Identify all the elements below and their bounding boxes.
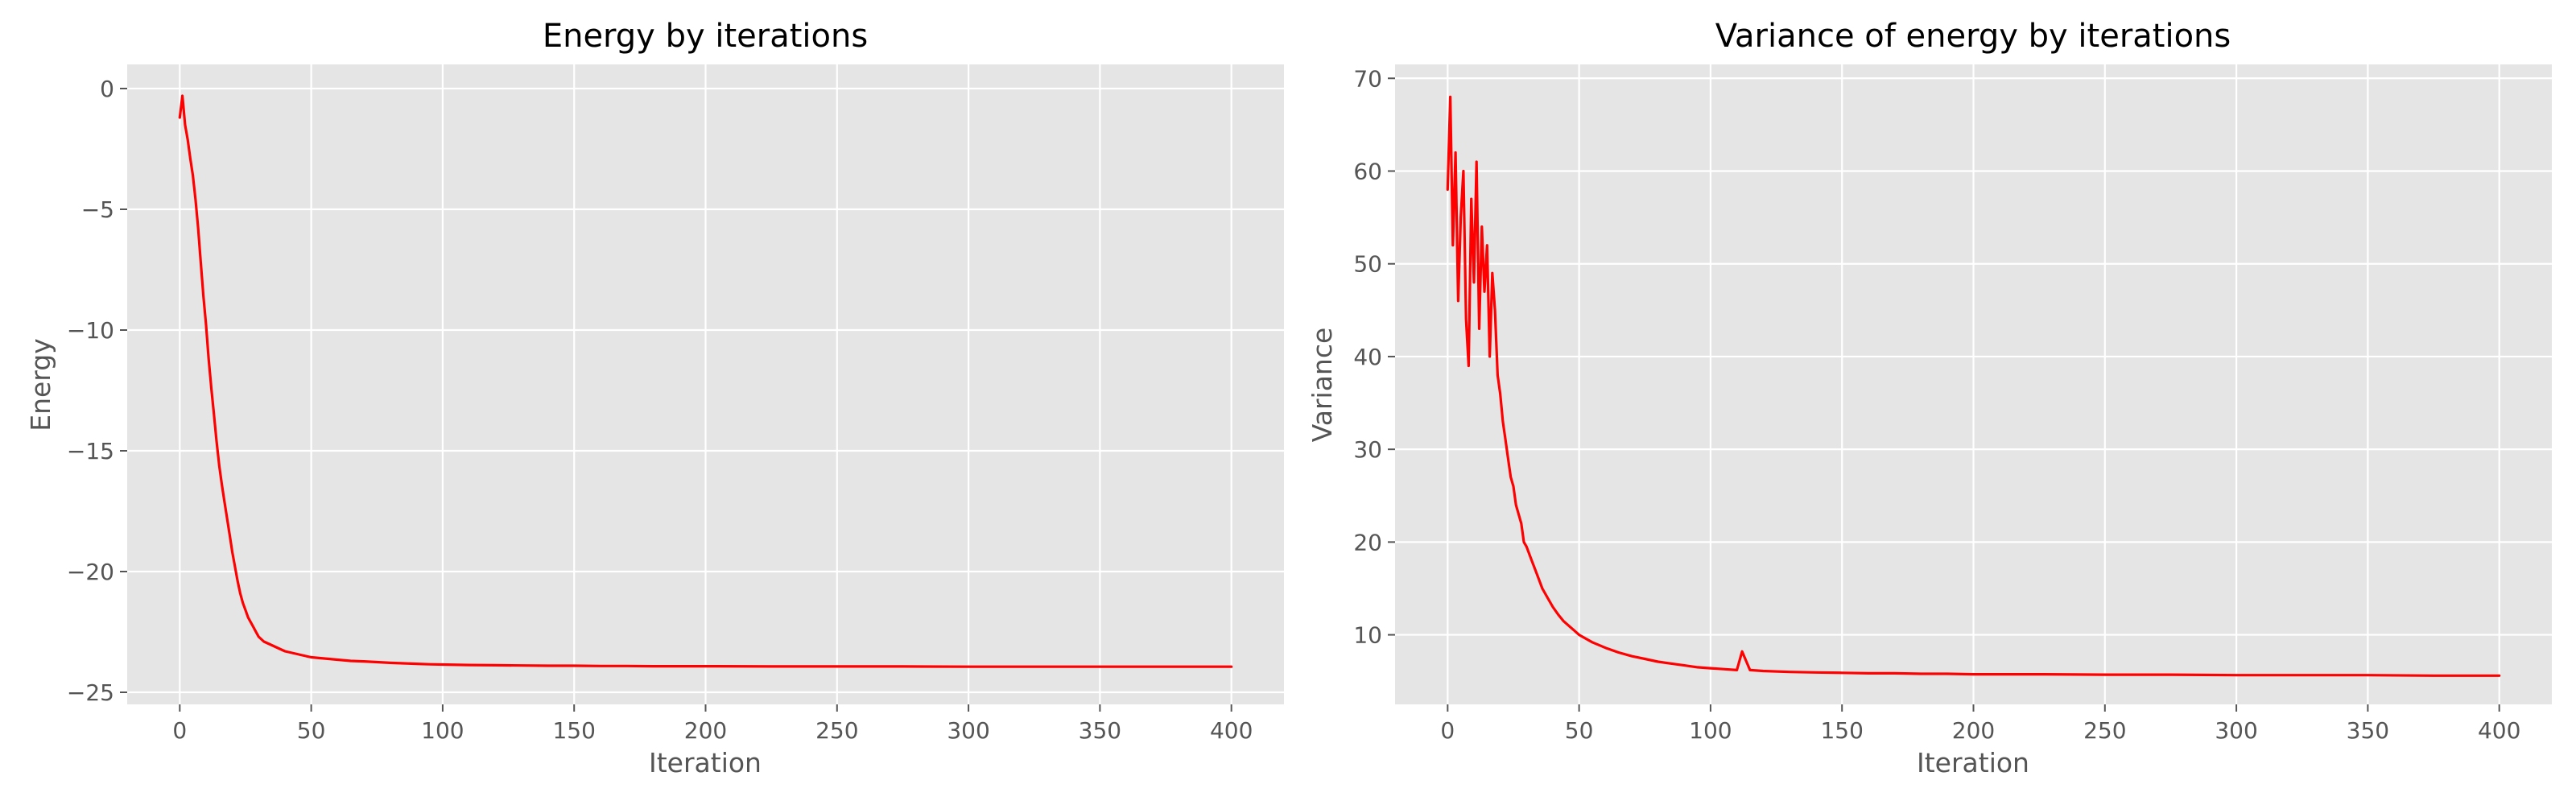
variance-x-tick-label: 300 (2215, 717, 2257, 744)
variance-y-tick-label: 20 (1353, 529, 1382, 555)
variance-y-tick-label: 70 (1353, 65, 1382, 92)
variance-x-tick-label: 250 (2083, 717, 2126, 744)
variance-y-tick-label: 50 (1353, 251, 1382, 278)
energy-y-tick-label: 0 (100, 76, 114, 102)
variance-y-tick-label: 40 (1353, 344, 1382, 370)
variance-x-tick-label: 200 (1952, 717, 1995, 744)
variance-y-axis-label: Variance (1307, 328, 1338, 443)
energy-y-axis-label: Energy (25, 338, 56, 431)
variance-grid (1395, 64, 2552, 704)
energy-series (178, 94, 1233, 668)
energy-x-axis-label: Iteration (649, 747, 762, 778)
energy-x-tick-label: 100 (421, 717, 464, 744)
energy-y-tick-label: −25 (67, 679, 114, 706)
variance-x-tick-label: 50 (1565, 717, 1594, 744)
variance-chart-title: Variance of energy by iterations (1715, 18, 2231, 55)
variance-series (1446, 95, 2501, 677)
energy-x-tick-label: 250 (815, 717, 858, 744)
energy-grid (127, 64, 1284, 704)
energy-x-tick-label: 350 (1079, 717, 1121, 744)
variance-x-tick-label: 400 (2478, 717, 2520, 744)
variance-x-tick-label: 150 (1820, 717, 1863, 744)
variance-series-line (1446, 95, 2501, 677)
energy-ticks: 0 50 100 150 200 250 300 350 400 0 −5 −10 −15 −20 −25 (67, 76, 1253, 744)
variance-chart: 0 50 100 150 200 250 300 350 400 10 20 30 40 50 60 70 V… (1307, 18, 2552, 778)
variance-y-tick-label: 30 (1353, 436, 1382, 463)
energy-chart-title: Energy by iterations (543, 18, 868, 55)
variance-x-axis-label: Iteration (1917, 747, 2029, 778)
variance-x-tick-label: 100 (1689, 717, 1732, 744)
energy-y-tick-label: −15 (67, 438, 114, 464)
variance-y-tick-label: 60 (1353, 159, 1382, 185)
energy-x-tick-label: 50 (297, 717, 326, 744)
energy-x-tick-label: 400 (1210, 717, 1253, 744)
variance-ticks: 0 50 100 150 200 250 300 350 400 10 20 30 40 50 60 70 (1353, 65, 2520, 744)
energy-series-line (178, 94, 1233, 668)
variance-x-tick-label: 0 (1440, 717, 1455, 744)
energy-x-tick-label: 300 (947, 717, 989, 744)
energy-chart: 0 50 100 150 200 250 300 350 4000−5−10−15−20−25 … (25, 18, 1284, 778)
energy-x-tick-label: 150 (552, 717, 595, 744)
energy-y-tick-label: −20 (67, 559, 114, 585)
energy-y-tick-label: −5 (81, 196, 114, 223)
variance-y-tick-label: 10 (1353, 622, 1382, 649)
variance-x-tick-label: 350 (2347, 717, 2389, 744)
energy-x-tick-label: 0 (172, 717, 187, 744)
energy-y-tick-label: −10 (67, 317, 114, 344)
energy-x-tick-label: 200 (684, 717, 727, 744)
